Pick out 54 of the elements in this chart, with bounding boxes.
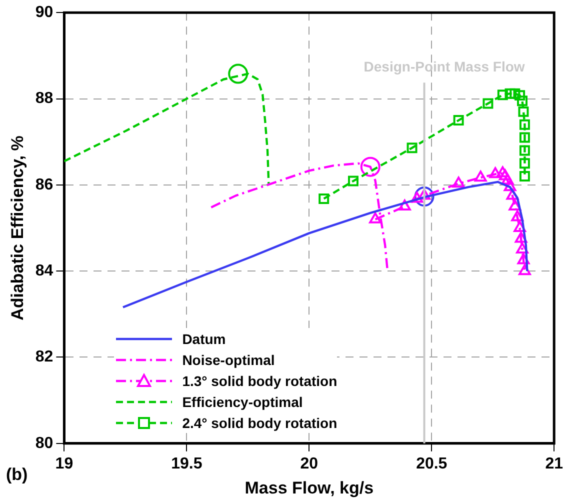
text: (b) [6,465,28,486]
legend-label: 1.3° solid body rotation [182,372,338,391]
point [504,180,516,192]
point [514,90,526,101]
x-tick-label: 19 [55,455,74,472]
y-tick-label: 88 [35,90,54,108]
point [517,253,530,264]
point [318,193,330,204]
point [453,115,464,126]
y-tick-label: 86 [35,176,54,194]
x-tick-label: 20.5 [416,455,448,472]
point [410,192,424,203]
point [489,167,502,178]
legend-label: Efficiency-optimal [182,392,303,412]
point [514,221,526,232]
legend-label: 2.4° solid body rotation [182,414,338,433]
y-tick-label: 80 [35,434,54,452]
x-tick-label: 21 [545,455,564,472]
point [519,119,530,130]
y-axis-title: Adiabatic Efficiency, % [8,136,27,320]
point [514,232,528,243]
point [228,64,248,84]
point [519,145,530,156]
point [498,169,512,180]
point [496,166,509,178]
x-tick-label: 19.5 [171,455,202,472]
point [348,176,358,186]
point [497,90,508,100]
y-tick-label: 90 [35,4,54,22]
point [511,210,524,222]
point [519,158,530,169]
legend-label: Datum [182,330,226,349]
point [398,199,411,210]
point [452,176,465,188]
point [504,88,516,99]
point [360,156,380,177]
point [519,171,530,182]
point [518,106,529,117]
point [414,186,434,207]
y-tick-label: 82 [35,348,54,366]
point [508,199,522,210]
point [519,132,530,143]
point [516,242,528,254]
point [517,96,528,106]
point [518,264,531,276]
x-tick-label: 20 [300,455,318,472]
y-tick-label: 84 [35,262,54,280]
point [406,142,418,154]
point [474,170,487,182]
point [482,98,494,109]
point [506,188,519,200]
x-axis-title: Mass Flow, kg/s [244,478,374,498]
point [369,212,382,224]
legend-label: Noise-optimal [182,350,275,370]
